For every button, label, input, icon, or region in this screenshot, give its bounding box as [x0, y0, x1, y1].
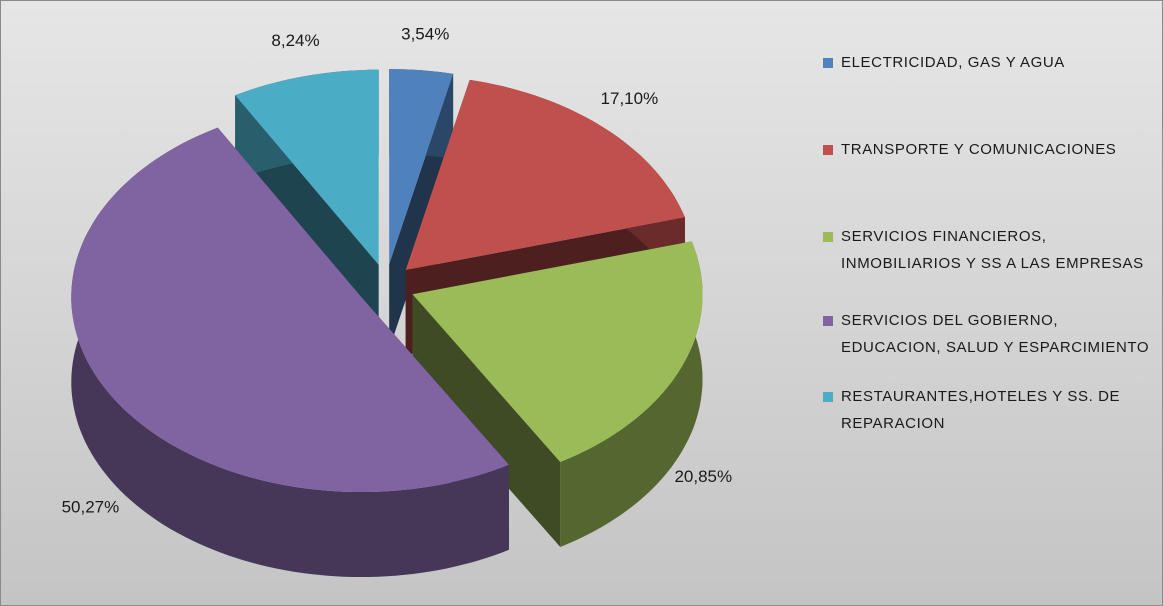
- legend-label: RESTAURANTES,HOTELES Y SS. DE REPARACION: [841, 388, 1121, 432]
- legend-item: RESTAURANTES,HOTELES Y SS. DE REPARACION: [823, 383, 1153, 437]
- slice-side: [71, 127, 510, 577]
- slice: [389, 69, 454, 265]
- legend-swatch: [823, 316, 833, 326]
- data-label: 3,54%: [401, 25, 449, 44]
- legend-label: SERVICIOS DEL GOBIERNO, EDUCACION, SALUD…: [841, 312, 1150, 356]
- legend: ELECTRICIDAD, GAS Y AGUA TRANSPORTE Y COM…: [823, 49, 1153, 437]
- legend-label: ELECTRICIDAD, GAS Y AGUA: [841, 54, 1065, 71]
- slice-wall: [412, 294, 561, 547]
- data-label: 17,10%: [601, 89, 659, 108]
- legend-item: TRANSPORTE Y COMUNICACIONES: [823, 136, 1153, 163]
- legend-label: SERVICIOS FINANCIEROS, INMOBILIARIOS Y S…: [841, 228, 1144, 272]
- legend-swatch: [823, 392, 833, 402]
- slice: [235, 69, 379, 265]
- slice: [405, 79, 685, 271]
- data-label: 20,85%: [674, 467, 732, 486]
- slice: [71, 127, 510, 492]
- slice-side: [560, 241, 703, 547]
- legend-swatch: [823, 145, 833, 155]
- legend-item: SERVICIOS FINANCIEROS, INMOBILIARIOS Y S…: [823, 223, 1153, 277]
- legend-swatch: [823, 232, 833, 242]
- data-label: 8,24%: [271, 31, 319, 50]
- legend-item: ELECTRICIDAD, GAS Y AGUA: [823, 49, 1153, 76]
- legend-label: TRANSPORTE Y COMUNICACIONES: [841, 141, 1117, 158]
- legend-item: SERVICIOS DEL GOBIERNO, EDUCACION, SALUD…: [823, 307, 1153, 361]
- slice: [412, 241, 703, 462]
- legend-swatch: [823, 58, 833, 68]
- data-label: 50,27%: [62, 497, 120, 516]
